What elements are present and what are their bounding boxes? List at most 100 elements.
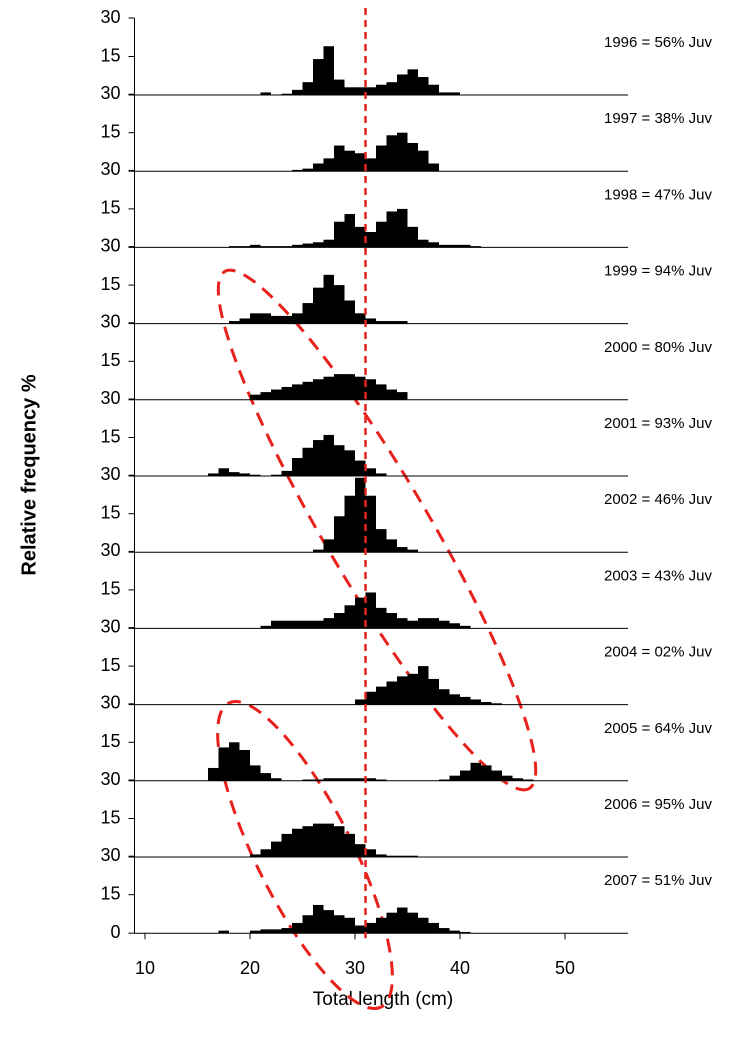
histogram-bar (397, 392, 408, 400)
histogram-bar (397, 618, 408, 629)
histogram-bar (218, 468, 229, 476)
y-tick-label: 30 (100, 388, 120, 408)
histogram-bar (334, 826, 345, 857)
histogram-bar (229, 246, 240, 248)
histogram-bar (439, 779, 450, 781)
histogram-bar (418, 150, 429, 172)
histogram-bar (439, 244, 450, 248)
histogram-bar (386, 321, 397, 324)
histogram-bar (250, 765, 261, 781)
histogram-bar (449, 930, 460, 934)
histogram-bar (344, 150, 355, 172)
histogram-bar (397, 321, 408, 324)
histogram-bar (397, 74, 408, 95)
histogram-bar (292, 244, 303, 248)
histogram-bar (250, 930, 261, 934)
histogram-bar (323, 46, 334, 95)
panel-annotation: 2005 = 64% Juv (604, 720, 712, 737)
histogram-bar (260, 92, 271, 95)
histogram-bar (334, 915, 345, 934)
histogram-bar (386, 613, 397, 629)
histogram-bar (397, 208, 408, 248)
histogram-bar (323, 376, 334, 400)
histogram-bar (313, 440, 324, 476)
histogram-bar (313, 59, 324, 95)
x-tick-label: 10 (135, 958, 155, 978)
histogram-bar (386, 912, 397, 934)
histogram-bar (376, 779, 387, 781)
histogram-bar (344, 300, 355, 324)
histogram-bar (418, 618, 429, 629)
histogram-bar (365, 318, 376, 324)
histogram-bar (250, 854, 261, 857)
histogram-bar (344, 917, 355, 934)
histogram-bar (397, 907, 408, 934)
y-tick-label: 30 (100, 540, 120, 560)
histogram-bar (281, 93, 292, 95)
y-tick-label: 15 (100, 121, 120, 141)
histogram-bar (407, 855, 418, 857)
histogram-bar (323, 158, 334, 172)
y-tick-label: 30 (100, 83, 120, 103)
histogram-bar (260, 246, 271, 248)
histogram-bar (271, 929, 282, 934)
panel-annotation: 2004 = 02% Juv (604, 644, 712, 661)
histogram-bar (323, 434, 334, 476)
histogram-bar (460, 770, 471, 781)
histogram-bar (334, 516, 345, 553)
y-tick-label: 15 (100, 655, 120, 675)
histogram-bar (302, 243, 313, 248)
histogram-bar (344, 214, 355, 248)
histogram-bar (418, 917, 429, 934)
histogram-bar (313, 163, 324, 172)
histogram-bar (313, 904, 324, 934)
histogram-bar (271, 389, 282, 400)
histogram-bar (355, 226, 366, 248)
histogram-bar (502, 775, 513, 781)
histogram-bar (460, 625, 471, 629)
histogram-bar (470, 699, 481, 705)
histogram-bar (323, 823, 334, 857)
histogram-bar (239, 750, 250, 781)
histogram-bar (407, 69, 418, 95)
histogram-bar (376, 384, 387, 400)
histogram-bar (428, 163, 439, 172)
histogram-bar (439, 620, 450, 629)
histogram-bar (344, 374, 355, 400)
histogram-bar (302, 620, 313, 629)
y-tick-label: 30 (100, 464, 120, 484)
histogram-bar (302, 915, 313, 934)
histogram-bar (491, 703, 502, 705)
y-tick-label: 15 (100, 807, 120, 827)
histogram-bar (386, 681, 397, 705)
histogram-bar (418, 239, 429, 248)
histogram-bar (407, 226, 418, 248)
histogram-bar (281, 386, 292, 400)
panel-annotation: 2006 = 95% Juv (604, 796, 712, 813)
histogram-bar (365, 495, 376, 553)
histogram-bar (323, 778, 334, 781)
histogram-bar (292, 620, 303, 629)
y-tick-label: 30 (100, 7, 120, 27)
histogram-bar (292, 89, 303, 95)
histogram-bar (281, 470, 292, 476)
histogram-bar (428, 242, 439, 248)
panel-annotation: 2001 = 93% Juv (604, 415, 712, 432)
histogram-bar (260, 773, 271, 781)
histogram-bar (376, 917, 387, 934)
histogram-bar (218, 930, 229, 934)
y-tick-label: 30 (100, 693, 120, 713)
histogram-bar (449, 775, 460, 781)
panel-annotation: 1996 = 56% Juv (604, 34, 712, 51)
histogram-bar (334, 221, 345, 248)
x-axis-label: Total length (cm) (313, 989, 453, 1010)
histogram-bar (481, 702, 492, 705)
histogram-bar (260, 625, 271, 629)
histogram-bar (239, 318, 250, 324)
histogram-bar (376, 473, 387, 476)
histogram-bar (365, 922, 376, 934)
histogram-bar (376, 321, 387, 324)
histogram-bar (355, 597, 366, 629)
histogram-bar (292, 169, 303, 172)
histogram-bar (428, 678, 439, 705)
